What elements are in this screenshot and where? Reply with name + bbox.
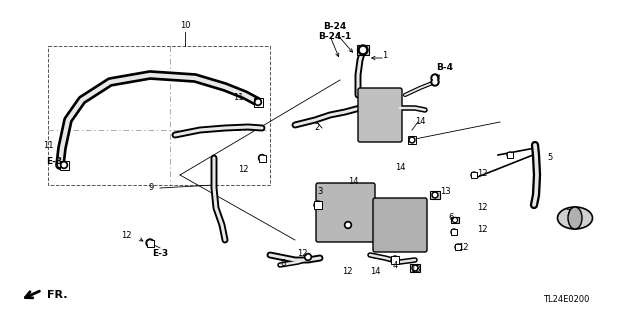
Circle shape — [146, 239, 154, 247]
Bar — [357, 45, 369, 55]
Text: 14: 14 — [395, 162, 406, 172]
Bar — [471, 172, 477, 178]
Ellipse shape — [568, 207, 582, 229]
Bar — [259, 154, 266, 161]
Text: 12: 12 — [122, 232, 132, 241]
Circle shape — [305, 254, 312, 261]
Circle shape — [433, 76, 437, 80]
Bar — [451, 217, 459, 223]
Circle shape — [452, 231, 456, 234]
Circle shape — [455, 244, 461, 250]
Circle shape — [61, 161, 67, 168]
FancyBboxPatch shape — [316, 183, 375, 242]
Ellipse shape — [557, 207, 593, 229]
Circle shape — [509, 153, 511, 157]
Text: TL24E0200: TL24E0200 — [543, 294, 589, 303]
Text: E-3: E-3 — [46, 158, 62, 167]
Circle shape — [259, 154, 266, 161]
Bar — [314, 201, 322, 209]
Bar — [253, 98, 262, 107]
Text: FR.: FR. — [47, 290, 67, 300]
Circle shape — [256, 100, 260, 104]
Text: 12: 12 — [342, 268, 352, 277]
Circle shape — [472, 174, 476, 176]
Circle shape — [433, 80, 437, 84]
Text: 5: 5 — [547, 153, 552, 162]
Circle shape — [413, 266, 417, 270]
Circle shape — [507, 152, 513, 158]
Text: 13: 13 — [410, 265, 420, 275]
Circle shape — [432, 192, 438, 198]
Text: 8: 8 — [280, 258, 285, 268]
Text: 2: 2 — [315, 123, 320, 132]
Circle shape — [346, 223, 349, 227]
Text: 3: 3 — [317, 188, 323, 197]
Bar — [430, 191, 440, 199]
Text: 4: 4 — [392, 261, 397, 270]
Circle shape — [410, 138, 413, 142]
Circle shape — [360, 48, 365, 53]
Text: 6: 6 — [448, 213, 453, 222]
Circle shape — [148, 241, 152, 245]
Text: 1: 1 — [382, 51, 387, 61]
Text: 12: 12 — [477, 204, 488, 212]
Bar — [391, 256, 399, 264]
Circle shape — [393, 258, 397, 262]
Circle shape — [412, 265, 418, 271]
Circle shape — [358, 45, 368, 55]
Text: 12: 12 — [477, 226, 488, 234]
Text: B-4: B-4 — [436, 63, 453, 72]
Text: 11: 11 — [233, 93, 243, 102]
Text: 11: 11 — [44, 140, 54, 150]
Circle shape — [471, 172, 477, 178]
FancyBboxPatch shape — [358, 88, 402, 142]
Text: 14: 14 — [370, 268, 380, 277]
Circle shape — [409, 137, 415, 143]
Bar — [455, 244, 461, 250]
Text: 14: 14 — [415, 117, 426, 127]
Bar — [60, 160, 68, 169]
Text: 12: 12 — [477, 168, 488, 177]
Circle shape — [454, 219, 456, 221]
Circle shape — [456, 246, 460, 249]
Bar — [408, 136, 416, 144]
Text: 12: 12 — [298, 249, 308, 258]
Text: 13: 13 — [440, 188, 451, 197]
Text: B-24
B-24-1: B-24 B-24-1 — [318, 22, 351, 41]
Circle shape — [316, 203, 320, 207]
Circle shape — [255, 99, 262, 106]
Circle shape — [431, 78, 439, 86]
Text: 12: 12 — [238, 166, 248, 174]
Text: 12: 12 — [458, 242, 468, 251]
Circle shape — [431, 74, 439, 82]
Circle shape — [314, 201, 322, 209]
Text: 10: 10 — [180, 20, 190, 29]
Circle shape — [62, 163, 66, 167]
Circle shape — [307, 255, 310, 259]
Circle shape — [433, 194, 436, 197]
Text: E-3: E-3 — [152, 249, 168, 257]
Circle shape — [391, 256, 399, 264]
Circle shape — [260, 156, 264, 160]
Text: 9: 9 — [148, 183, 154, 192]
Circle shape — [344, 221, 351, 228]
Bar — [410, 264, 420, 272]
FancyBboxPatch shape — [373, 198, 427, 252]
Text: 7: 7 — [565, 209, 570, 218]
Bar — [451, 229, 457, 235]
Circle shape — [452, 218, 458, 222]
Text: 14: 14 — [348, 177, 358, 187]
Bar — [147, 240, 154, 247]
Circle shape — [451, 229, 457, 235]
Bar — [507, 152, 513, 158]
